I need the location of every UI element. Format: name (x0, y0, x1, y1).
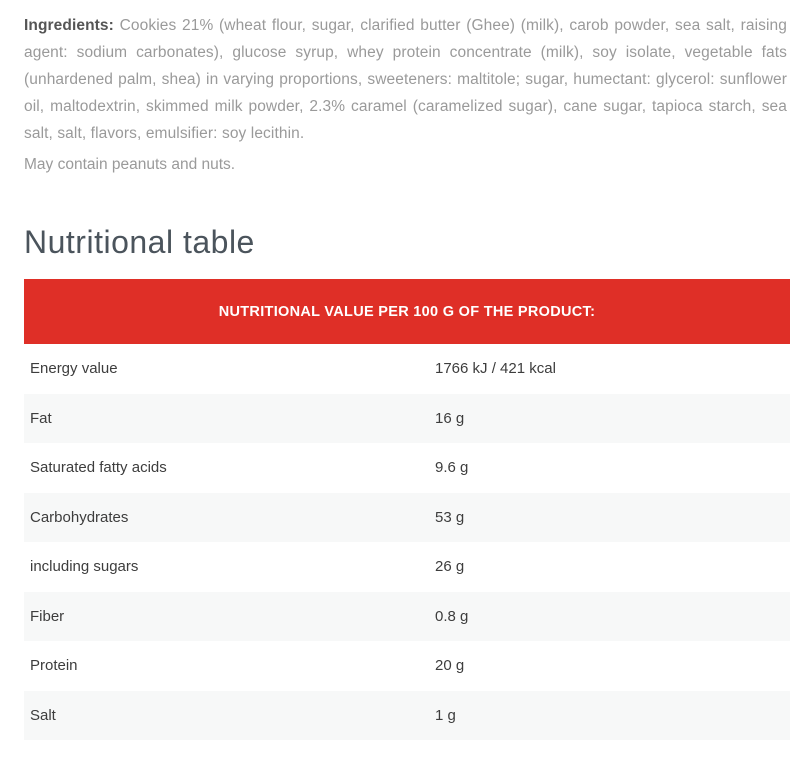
section-title: Nutritional table (24, 224, 255, 260)
nutrient-value: 1766 kJ / 421 kcal (435, 360, 556, 378)
table-row: Fat 16 g (24, 393, 790, 443)
nutrient-label: Energy value (30, 360, 118, 378)
nutrient-value: 20 g (435, 657, 465, 675)
nutrient-label: including sugars (30, 558, 139, 576)
nutrition-table: NUTRITIONAL VALUE PER 100 G OF THE PRODU… (24, 279, 790, 740)
nutrient-value: 0.8 g (435, 607, 469, 625)
ingredients-label: Ingredients: (24, 17, 114, 34)
ingredients-text: Cookies 21% (wheat flour, sugar, clarifi… (24, 17, 787, 142)
nutrient-value: 26 g (435, 558, 465, 576)
allergen-note: May contain peanuts and nuts. (24, 156, 236, 173)
nutrition-table-header: NUTRITIONAL VALUE PER 100 G OF THE PRODU… (24, 279, 790, 344)
table-row: Carbohydrates 53 g (24, 492, 790, 542)
nutrient-label: Carbohydrates (30, 508, 129, 526)
nutrient-value: 1 g (435, 706, 456, 724)
table-row: Saturated fatty acids 9.6 g (24, 443, 790, 493)
nutrient-label: Protein (30, 657, 78, 675)
nutrient-value: 16 g (435, 409, 465, 427)
nutrient-label: Salt (30, 706, 56, 724)
table-row: Fiber 0.8 g (24, 591, 790, 641)
nutrient-value: 9.6 g (435, 459, 469, 477)
table-row: Protein 20 g (24, 641, 790, 691)
ingredients-paragraph: Ingredients: Cookies 21% (wheat flour, s… (24, 12, 787, 147)
table-row: Energy value 1766 kJ / 421 kcal (24, 344, 790, 394)
table-row: including sugars 26 g (24, 542, 790, 592)
table-row: Salt 1 g (24, 690, 790, 740)
nutrient-label: Saturated fatty acids (30, 459, 167, 477)
nutrient-label: Fat (30, 409, 52, 427)
nutrient-value: 53 g (435, 508, 465, 526)
nutrient-label: Fiber (30, 607, 65, 625)
